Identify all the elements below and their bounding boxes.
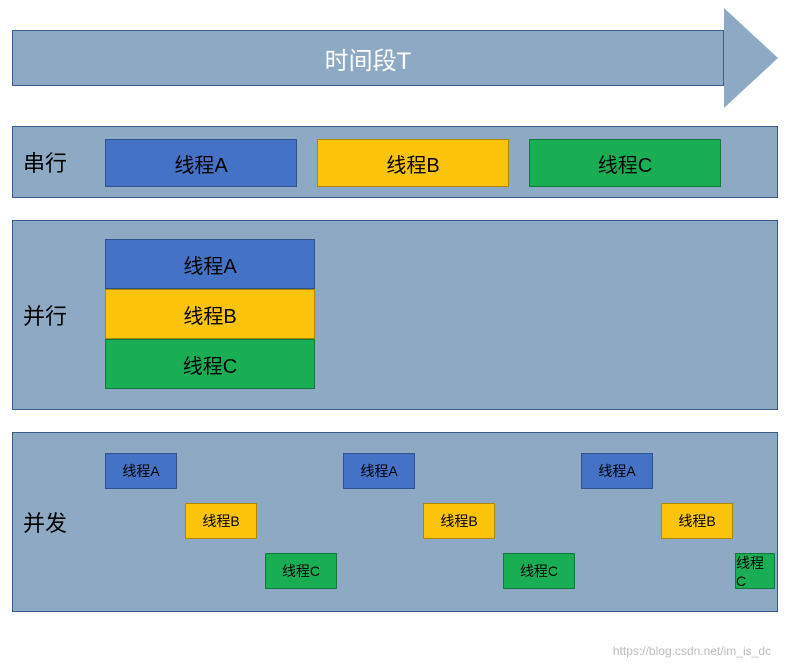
thread-label: 线程B — [440, 511, 477, 531]
thread-label: 线程C — [183, 350, 237, 379]
thread-box: 线程B — [423, 503, 495, 539]
panel-serial-label: 串行 — [23, 146, 67, 178]
thread-box: 线程C — [105, 339, 315, 389]
thread-label: 线程A — [598, 461, 635, 481]
thread-box: 线程C — [529, 139, 721, 187]
thread-box: 线程B — [185, 503, 257, 539]
thread-box: 线程A — [581, 453, 653, 489]
thread-box: 线程A — [105, 139, 297, 187]
thread-label: 线程A — [122, 461, 159, 481]
thread-label: 线程A — [183, 250, 236, 279]
panel-serial: 串行 线程A 线程B 线程C — [12, 126, 778, 198]
panel-concurrent-label: 并发 — [23, 506, 67, 538]
thread-label: 线程B — [183, 300, 236, 329]
thread-label: 线程B — [202, 511, 239, 531]
thread-box: 线程C — [503, 553, 575, 589]
thread-box: 线程B — [661, 503, 733, 539]
panel-concurrent: 并发 线程A 线程B 线程C 线程A 线程B 线程C 线程A 线程B 线程C — [12, 432, 778, 612]
panel-parallel-label: 并行 — [23, 299, 67, 331]
thread-box: 线程A — [105, 239, 315, 289]
timeline-arrow: 时间段T — [12, 18, 775, 98]
watermark-text: https://blog.csdn.net/im_is_dc — [613, 644, 771, 658]
thread-label: 线程B — [678, 511, 715, 531]
thread-box: 线程B — [317, 139, 509, 187]
thread-label: 线程B — [386, 149, 439, 178]
thread-label: 线程C — [736, 553, 774, 589]
panel-parallel: 并行 线程A 线程B 线程C — [12, 220, 778, 410]
thread-box: 线程A — [105, 453, 177, 489]
thread-label: 线程C — [282, 561, 320, 581]
arrow-label: 时间段T — [325, 41, 412, 76]
thread-box: 线程A — [343, 453, 415, 489]
arrow-head-icon — [724, 8, 778, 108]
thread-label: 线程C — [598, 149, 652, 178]
arrow-shaft: 时间段T — [12, 30, 724, 86]
thread-box: 线程C — [735, 553, 775, 589]
thread-box: 线程C — [265, 553, 337, 589]
diagram-container: 时间段T 串行 线程A 线程B 线程C 并行 线程A 线程B 线程C 并发 线程A 线程B… — [0, 0, 787, 646]
thread-label: 线程C — [520, 561, 558, 581]
thread-box: 线程B — [105, 289, 315, 339]
thread-label: 线程A — [360, 461, 397, 481]
thread-label: 线程A — [174, 149, 227, 178]
